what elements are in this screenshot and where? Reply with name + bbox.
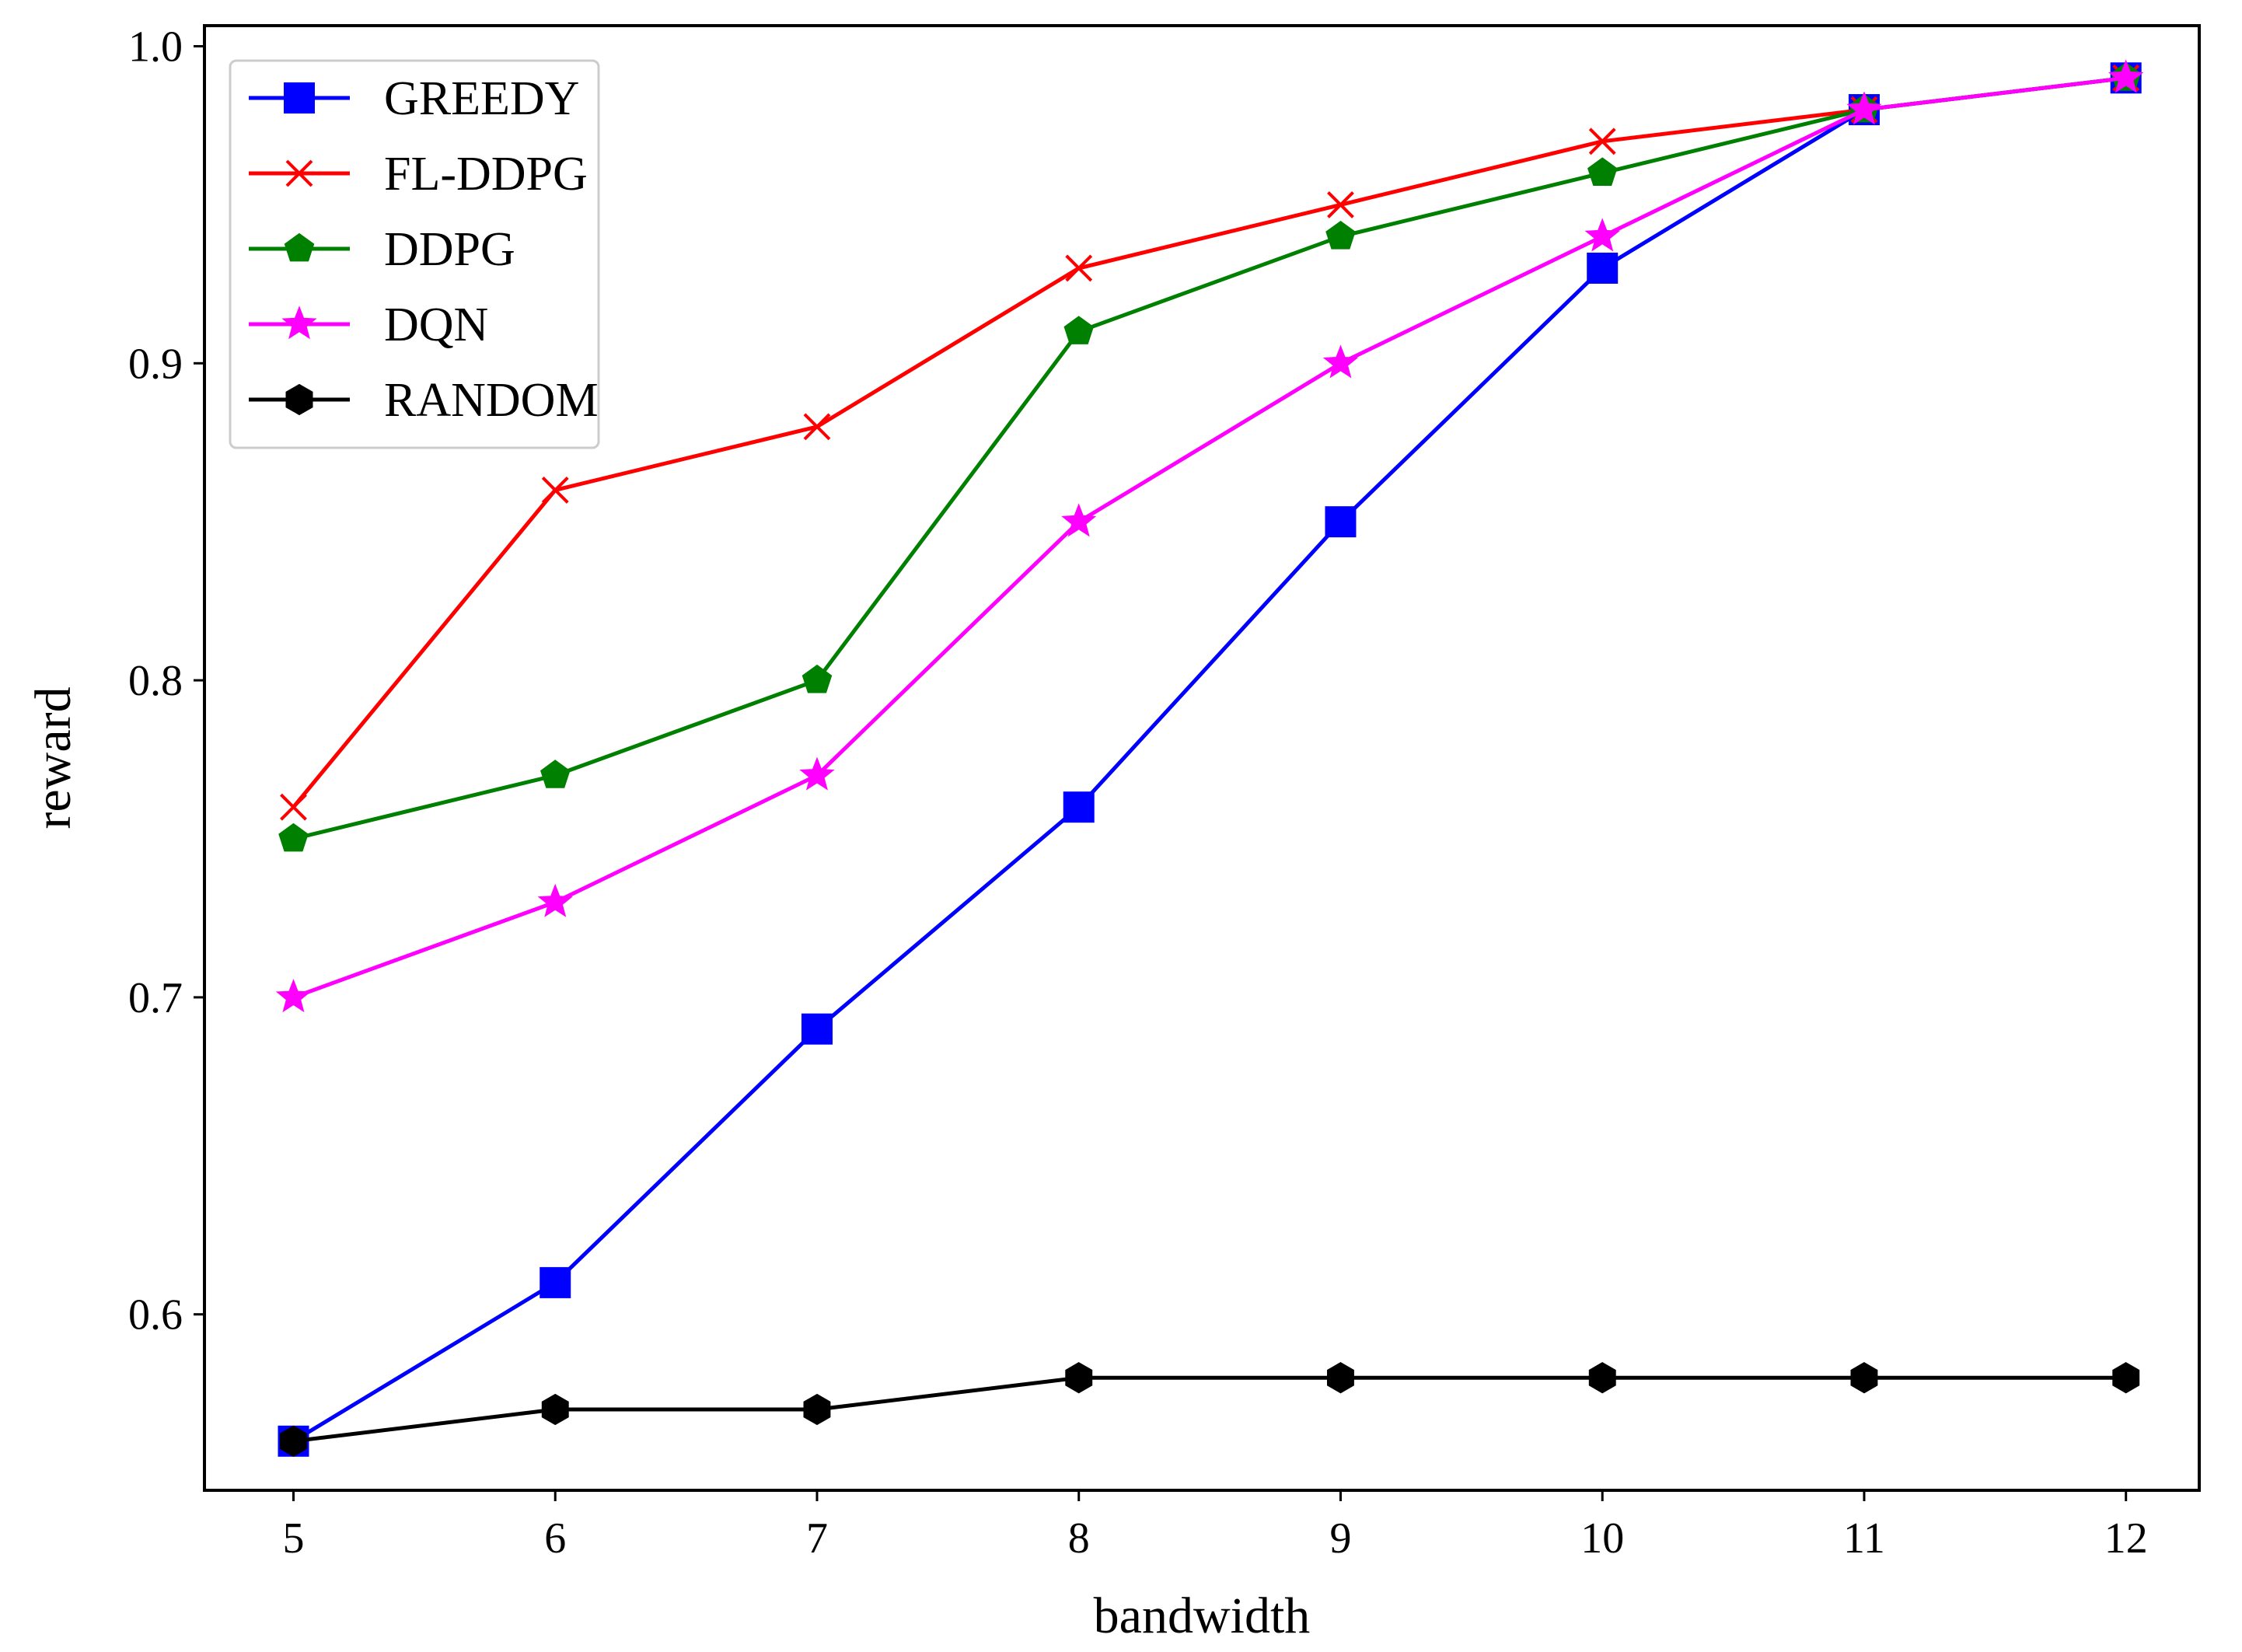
legend-marker-greedy — [284, 82, 315, 114]
legend: GREEDY FL-DDPG DDPG DQN RANDOM — [229, 59, 600, 449]
data-point-dqn — [537, 883, 573, 917]
legend-item-random: RANDOM — [249, 374, 599, 427]
data-point-greedy — [540, 1266, 571, 1298]
series-layer — [275, 59, 2144, 1457]
y-axis-title: reward — [25, 686, 82, 829]
legend-marker-dqn — [281, 306, 317, 340]
data-point-random — [1327, 1362, 1354, 1394]
data-point-ddpg — [1325, 220, 1356, 250]
data-point-ddpg — [278, 823, 309, 852]
data-point-random — [2112, 1362, 2140, 1394]
x-tick-label: 8 — [1068, 1514, 1090, 1563]
data-point-fl-ddpg — [280, 793, 307, 821]
data-point-fl-ddpg — [1065, 254, 1093, 282]
legend-box — [229, 59, 600, 449]
legend-marker-random — [285, 383, 313, 416]
data-point-random — [803, 1393, 831, 1426]
data-point-greedy — [1325, 506, 1357, 538]
data-point-greedy — [1587, 252, 1619, 284]
y-tick-label: 0.6 — [128, 1291, 183, 1339]
legend-marker-fl-ddpg — [285, 159, 313, 187]
data-point-dqn — [1322, 344, 1359, 379]
data-point-ddpg — [1587, 157, 1618, 186]
data-point-dqn — [2108, 59, 2144, 93]
legend-item-ddpg: DDPG — [249, 223, 515, 276]
y-tick-label: 0.8 — [128, 657, 183, 705]
x-tick-label: 6 — [544, 1514, 566, 1563]
axis-ticks: 5 6 7 8 9 10 11 12 0.6 0.7 0.8 0.9 1.0 — [128, 23, 2148, 1563]
x-tick-label: 12 — [2104, 1514, 2148, 1563]
legend-item-greedy: GREEDY — [249, 72, 579, 125]
data-point-random — [280, 1425, 307, 1457]
data-point-fl-ddpg — [541, 477, 569, 504]
data-point-dqn — [275, 979, 312, 1013]
data-point-greedy — [1063, 791, 1095, 823]
data-point-dqn — [1061, 503, 1097, 537]
series-line-greedy — [292, 75, 2127, 1443]
legend-label-random: RANDOM — [384, 374, 599, 427]
data-point-dqn — [1584, 218, 1620, 252]
y-tick-label: 1.0 — [128, 23, 183, 72]
x-tick-label: 7 — [806, 1514, 828, 1563]
plot-area-frame — [203, 24, 2201, 1492]
data-point-ddpg — [801, 664, 833, 693]
legend-item-fl-ddpg: FL-DDPG — [249, 148, 588, 201]
data-point-random — [1065, 1362, 1093, 1394]
data-point-fl-ddpg — [1588, 127, 1616, 155]
data-point-ddpg — [1063, 316, 1094, 344]
series-line-fl-ddpg — [292, 75, 2127, 809]
data-point-fl-ddpg — [1327, 190, 1354, 218]
data-point-dqn — [799, 756, 835, 791]
series-random — [280, 1362, 2140, 1457]
y-tick-label: 0.9 — [128, 340, 183, 388]
legend-label-ddpg: DDPG — [384, 223, 515, 276]
x-axis-title: bandwidth — [1094, 1587, 1311, 1644]
legend-marker-ddpg — [284, 232, 315, 262]
legend-label-greedy: GREEDY — [384, 72, 579, 125]
data-point-greedy — [801, 1013, 833, 1045]
data-point-random — [1850, 1362, 1878, 1394]
data-point-fl-ddpg — [803, 413, 831, 441]
data-point-random — [541, 1393, 569, 1426]
x-tick-label: 5 — [282, 1514, 304, 1563]
x-tick-label: 10 — [1580, 1514, 1624, 1563]
y-tick-label: 0.7 — [128, 974, 183, 1022]
data-point-random — [1588, 1362, 1616, 1394]
series-ddpg — [278, 62, 2141, 852]
x-tick-label: 11 — [1843, 1514, 1885, 1563]
data-point-dqn — [1846, 91, 1882, 125]
series-line-ddpg — [292, 75, 2127, 841]
series-line-random — [293, 1375, 2126, 1444]
series-line-dqn — [292, 75, 2127, 1000]
x-tick-label: 9 — [1329, 1514, 1351, 1563]
legend-label-fl-ddpg: FL-DDPG — [384, 148, 588, 201]
legend-label-dqn: DQN — [384, 299, 488, 351]
series-dqn — [275, 59, 2144, 1013]
legend-item-dqn: DQN — [249, 299, 488, 351]
data-point-ddpg — [540, 760, 571, 788]
